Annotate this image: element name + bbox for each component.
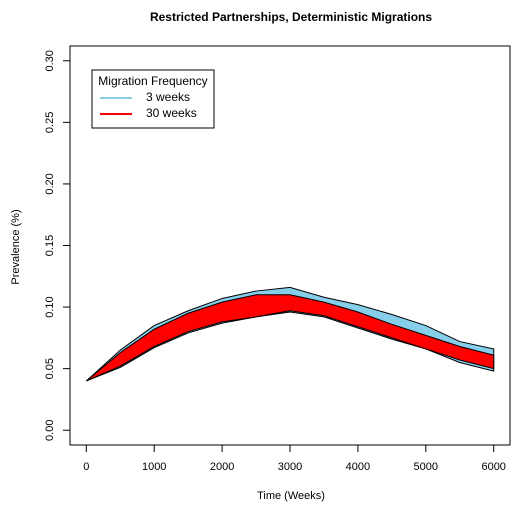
y-tick-label: 0.15 [44, 235, 56, 256]
legend-label: 3 weeks [146, 90, 190, 104]
band [85, 294, 495, 382]
x-tick-label: 0 [83, 461, 89, 473]
x-axis-label: Time (Weeks) [257, 490, 325, 502]
legend-label: 30 weeks [146, 106, 197, 120]
y-tick-label: 0.30 [44, 50, 56, 71]
y-tick-label: 0.20 [44, 173, 56, 194]
x-tick-label: 4000 [346, 461, 370, 473]
x-tick-label: 3000 [278, 461, 302, 473]
x-tick-label: 6000 [481, 461, 505, 473]
legend-title: Migration Frequency [98, 74, 207, 88]
y-tick-label: 0.10 [44, 296, 56, 317]
y-axis-label: Prevalence (%) [10, 209, 22, 284]
x-tick-label: 5000 [414, 461, 438, 473]
chart-title: Restricted Partnerships, Deterministic M… [150, 10, 432, 24]
x-tick-label: 1000 [142, 461, 166, 473]
y-tick-label: 0.05 [44, 358, 56, 379]
y-tick-label: 0.00 [44, 420, 56, 441]
x-tick-label: 2000 [210, 461, 234, 473]
y-tick-label: 0.25 [44, 112, 56, 133]
